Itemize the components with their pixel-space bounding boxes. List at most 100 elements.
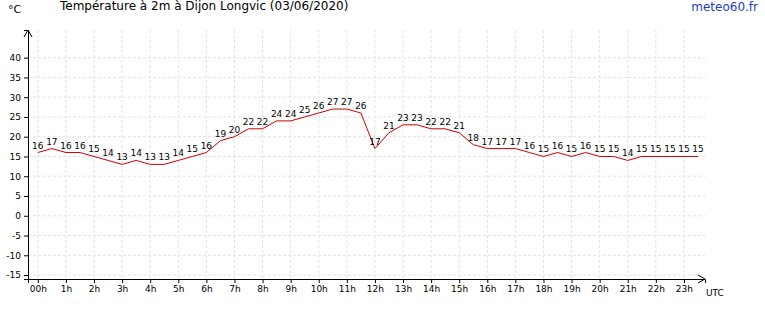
tick-label: 11h bbox=[339, 284, 356, 294]
data-label: 16 bbox=[552, 141, 564, 151]
tick: 25 bbox=[10, 112, 28, 122]
tick-mark bbox=[487, 279, 488, 283]
grid bbox=[28, 30, 705, 279]
tick: 16h bbox=[479, 279, 496, 294]
tick-label: 22h bbox=[648, 284, 665, 294]
tick-mark bbox=[24, 255, 28, 256]
tick-label: 13h bbox=[395, 284, 412, 294]
data-label: 18 bbox=[468, 133, 480, 143]
tick-label: 4h bbox=[145, 284, 156, 294]
grid-line-x bbox=[206, 30, 207, 279]
tick-label: 20 bbox=[10, 132, 22, 142]
tick-label: 1h bbox=[61, 284, 72, 294]
axis-arrow bbox=[698, 275, 705, 283]
tick-label: 5h bbox=[173, 284, 184, 294]
tick-mark bbox=[24, 137, 28, 138]
tick: 12h bbox=[367, 279, 384, 294]
tick: 21h bbox=[620, 279, 637, 294]
tick-label: 35 bbox=[10, 73, 21, 83]
tick-mark bbox=[178, 279, 179, 283]
tick-mark bbox=[403, 279, 404, 283]
tick: 00h bbox=[30, 279, 47, 294]
tick-label: -10 bbox=[6, 251, 21, 261]
data-label: 21 bbox=[383, 121, 394, 131]
data-label: 24 bbox=[271, 109, 283, 119]
grid-line-x bbox=[318, 30, 319, 279]
data-label: 16 bbox=[32, 141, 44, 151]
tick: 13h bbox=[395, 279, 412, 294]
tick-mark bbox=[24, 77, 28, 78]
tick-label: 3h bbox=[117, 284, 128, 294]
axis-line bbox=[24, 31, 29, 280]
tick: 30 bbox=[10, 93, 28, 103]
tick-mark bbox=[94, 279, 95, 283]
data-labels: 1617161615141314131314151619202222242425… bbox=[32, 97, 704, 162]
data-label: 15 bbox=[594, 144, 605, 154]
data-label: 19 bbox=[215, 129, 227, 139]
data-label: 26 bbox=[313, 101, 325, 111]
tick-label: 2h bbox=[89, 284, 100, 294]
grid-line-x bbox=[487, 30, 488, 279]
tick: 10 bbox=[10, 172, 28, 182]
data-label: 15 bbox=[608, 144, 619, 154]
axis-arrow bbox=[24, 30, 32, 37]
grid-line-x bbox=[290, 30, 291, 279]
tick: -15 bbox=[6, 270, 28, 280]
tick: 23h bbox=[676, 279, 693, 294]
data-label: 15 bbox=[538, 144, 549, 154]
data-label: 16 bbox=[60, 141, 72, 151]
tick: 0 bbox=[15, 211, 28, 221]
tick-label: 40 bbox=[10, 53, 22, 63]
tick-label: 9h bbox=[285, 284, 296, 294]
tick: 5h bbox=[173, 279, 184, 294]
tick-mark bbox=[66, 279, 67, 283]
tick: 35 bbox=[10, 73, 28, 83]
title: Température à 2m à Dijon Longvic (03/06/… bbox=[59, 0, 348, 13]
grid-line-x bbox=[683, 30, 684, 279]
tick: 9h bbox=[285, 279, 296, 294]
source-annotation: meteo60.fr bbox=[691, 0, 758, 14]
tick: 17h bbox=[507, 279, 524, 294]
data-label: 20 bbox=[229, 125, 241, 135]
tick: 14h bbox=[423, 279, 440, 294]
grid-line-y bbox=[28, 235, 705, 236]
tick-mark bbox=[572, 279, 573, 283]
data-label: 23 bbox=[411, 113, 422, 123]
tick-mark bbox=[347, 279, 348, 283]
data-label: 15 bbox=[650, 144, 661, 154]
data-label: 22 bbox=[425, 117, 436, 127]
tick: 4h bbox=[145, 279, 156, 294]
grid-line-x bbox=[234, 30, 235, 279]
tick-mark bbox=[291, 279, 292, 283]
tick-label: 15 bbox=[10, 152, 21, 162]
tick-label: 14h bbox=[423, 284, 440, 294]
data-label: 15 bbox=[678, 144, 689, 154]
tick-mark bbox=[375, 279, 376, 283]
data-label: 15 bbox=[692, 144, 703, 154]
data-label: 15 bbox=[664, 144, 675, 154]
tick: 11h bbox=[339, 279, 356, 294]
tick-mark bbox=[24, 58, 28, 59]
grid-line-x bbox=[262, 30, 263, 279]
chart-svg: 00h1h2h3h4h5h6h7h8h9h10h11h12h13h14h15h1… bbox=[0, 0, 765, 320]
tick: 2h bbox=[89, 279, 100, 294]
data-label: 23 bbox=[397, 113, 408, 123]
data-label: 16 bbox=[524, 141, 536, 151]
data-label: 14 bbox=[130, 148, 142, 158]
tick-label: 20h bbox=[592, 284, 609, 294]
tick-label: 5 bbox=[15, 191, 21, 201]
tick-label: -5 bbox=[12, 231, 21, 241]
data-label: 27 bbox=[327, 97, 338, 107]
tick-label: 10h bbox=[311, 284, 328, 294]
tick: 20h bbox=[592, 279, 609, 294]
tick-mark bbox=[24, 117, 28, 118]
line-series bbox=[38, 109, 698, 164]
tick: 40 bbox=[10, 53, 28, 63]
tick-label: 6h bbox=[201, 284, 212, 294]
tick-mark bbox=[600, 279, 601, 283]
tick-label: 10 bbox=[10, 172, 22, 182]
data-label: 22 bbox=[257, 117, 268, 127]
data-label: 22 bbox=[439, 117, 450, 127]
tick-mark bbox=[206, 279, 207, 283]
tick: 7h bbox=[229, 279, 240, 294]
